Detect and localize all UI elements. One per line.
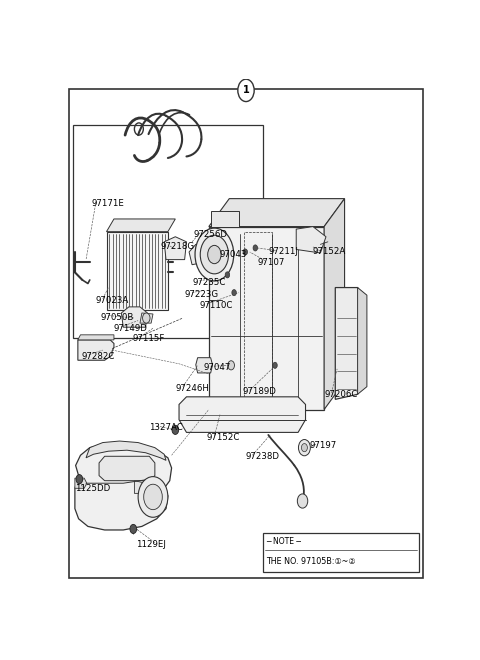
Text: 97152A: 97152A (313, 248, 346, 257)
Polygon shape (209, 226, 324, 409)
Polygon shape (296, 226, 326, 253)
Text: 97171E: 97171E (92, 199, 124, 208)
Circle shape (172, 425, 179, 434)
Circle shape (253, 245, 258, 251)
Text: 97189D: 97189D (242, 387, 276, 396)
Polygon shape (164, 237, 186, 259)
Text: 97023A: 97023A (96, 296, 129, 305)
Text: 97256D: 97256D (194, 230, 228, 239)
Circle shape (143, 313, 150, 323)
Circle shape (138, 477, 168, 517)
Text: 97050B: 97050B (101, 313, 134, 321)
Circle shape (228, 361, 234, 370)
Circle shape (208, 246, 221, 264)
Text: 97107: 97107 (257, 257, 285, 267)
Polygon shape (358, 288, 367, 394)
Circle shape (238, 79, 254, 102)
Text: 1129EJ: 1129EJ (136, 540, 166, 548)
Text: 97152C: 97152C (207, 433, 240, 442)
Text: 97235C: 97235C (192, 278, 226, 287)
Text: 97206C: 97206C (324, 390, 358, 399)
Polygon shape (78, 340, 114, 360)
Text: 97218G: 97218G (160, 242, 194, 251)
Circle shape (225, 272, 229, 278)
Polygon shape (99, 456, 155, 480)
Polygon shape (179, 397, 305, 432)
Text: 97149D: 97149D (114, 323, 148, 333)
Polygon shape (107, 232, 168, 310)
Text: 1: 1 (242, 85, 250, 96)
Circle shape (301, 444, 307, 451)
Polygon shape (189, 244, 209, 265)
Circle shape (144, 484, 162, 510)
Polygon shape (209, 199, 345, 226)
Polygon shape (324, 199, 345, 409)
Text: 97246H: 97246H (175, 383, 209, 393)
Text: 97043: 97043 (220, 250, 247, 259)
Circle shape (130, 525, 137, 533)
Circle shape (243, 249, 248, 255)
Text: 97115F: 97115F (132, 334, 165, 343)
Text: 97110C: 97110C (200, 301, 233, 310)
Circle shape (273, 362, 277, 368)
Text: 1327AC: 1327AC (149, 423, 183, 432)
Polygon shape (86, 441, 166, 461)
Polygon shape (335, 288, 365, 399)
Text: 97211J: 97211J (268, 248, 298, 257)
Bar (73, 125, 263, 339)
Circle shape (200, 235, 228, 274)
Polygon shape (78, 335, 114, 340)
Text: ─ NOTE ─: ─ NOTE ─ (266, 537, 301, 546)
Circle shape (297, 494, 308, 508)
Polygon shape (75, 478, 87, 488)
Polygon shape (121, 307, 147, 327)
Text: 97282C: 97282C (82, 352, 115, 360)
Polygon shape (134, 480, 151, 494)
Text: 97223G: 97223G (185, 290, 219, 299)
Polygon shape (75, 445, 172, 530)
Polygon shape (211, 211, 239, 226)
Text: 97047: 97047 (203, 364, 230, 372)
Circle shape (195, 228, 234, 281)
Circle shape (299, 440, 311, 456)
Circle shape (76, 475, 83, 484)
Bar (263, 533, 419, 572)
Text: 1125DD: 1125DD (75, 484, 110, 493)
Text: THE NO. 97105B:①~②: THE NO. 97105B:①~② (266, 557, 356, 566)
Polygon shape (140, 313, 153, 323)
Text: 97238D: 97238D (246, 452, 280, 461)
Polygon shape (107, 219, 175, 232)
Circle shape (232, 290, 236, 296)
Text: 97197: 97197 (309, 441, 336, 449)
Polygon shape (196, 358, 213, 373)
